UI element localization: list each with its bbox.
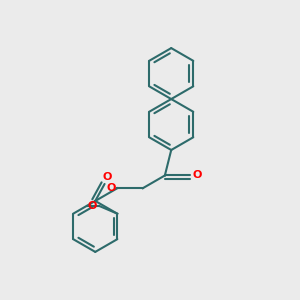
Text: O: O [193,170,202,181]
Text: O: O [88,201,98,211]
Text: O: O [102,172,111,182]
Text: O: O [107,183,116,193]
